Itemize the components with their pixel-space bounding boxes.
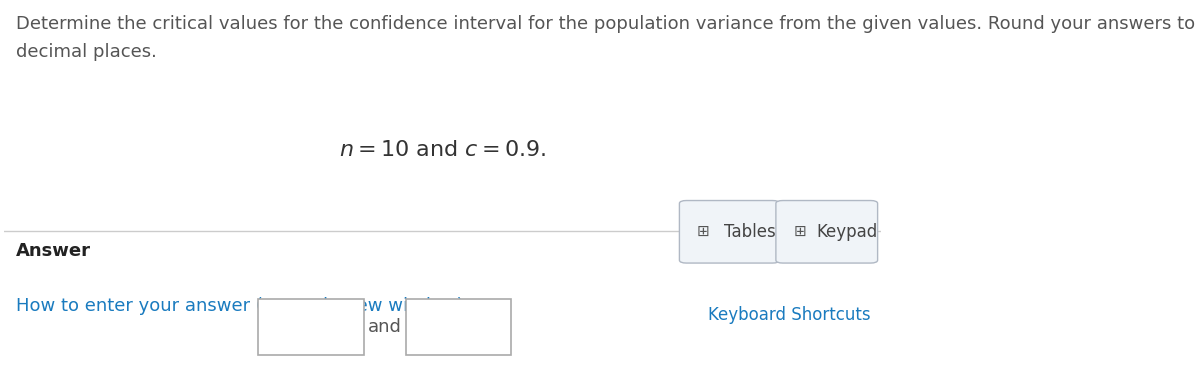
Text: and: and	[368, 318, 402, 336]
Text: Answer: Answer	[16, 242, 90, 260]
Text: $n = 10$ and $c = 0.9$.: $n = 10$ and $c = 0.9$.	[338, 140, 546, 160]
Text: Keypad: Keypad	[816, 223, 877, 241]
Text: How to enter your answer (opens in new window): How to enter your answer (opens in new w…	[16, 297, 463, 315]
FancyBboxPatch shape	[679, 200, 779, 263]
Text: Keyboard Shortcuts: Keyboard Shortcuts	[708, 306, 870, 324]
Bar	[258, 298, 364, 355]
Bar	[406, 298, 511, 355]
FancyBboxPatch shape	[776, 200, 877, 263]
Text: Tables: Tables	[724, 223, 775, 241]
Text: Determine the critical values for the confidence interval for the population var: Determine the critical values for the co…	[16, 15, 1200, 61]
Text: ⊞: ⊞	[793, 224, 806, 239]
Text: ⊞: ⊞	[697, 224, 709, 239]
